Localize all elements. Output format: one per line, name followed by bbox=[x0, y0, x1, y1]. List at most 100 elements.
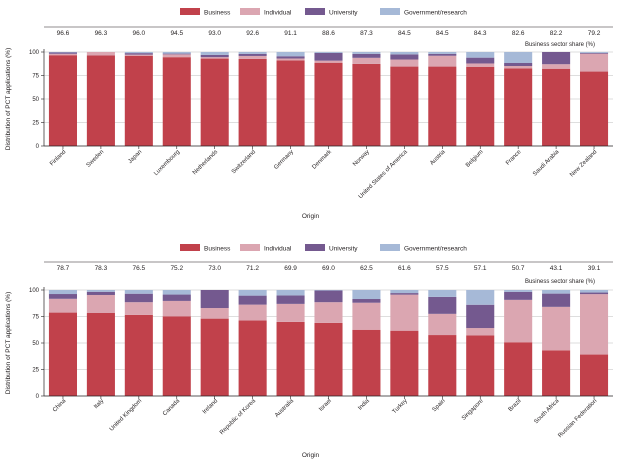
bar-business-republic-of-korea bbox=[238, 320, 267, 396]
x-category-label: Australia bbox=[274, 398, 295, 419]
bar-business-china bbox=[48, 312, 78, 396]
x-category-label: United Kingdom bbox=[109, 398, 143, 432]
share-label: Business sector share (%) bbox=[525, 42, 595, 48]
y-axis-title: Distribution of PCT applications (%) bbox=[5, 48, 12, 150]
share-value: 78.3 bbox=[95, 265, 108, 272]
share-value: 79.2 bbox=[588, 30, 601, 37]
share-value: 71.2 bbox=[246, 265, 259, 272]
bar-university-japan bbox=[124, 53, 153, 55]
y-tick-label: 100 bbox=[29, 288, 40, 294]
bar-university-china bbox=[48, 294, 78, 299]
bar-individual-republic-of-korea bbox=[238, 304, 267, 321]
bar-individual-spain bbox=[428, 313, 457, 336]
bar-university-belgium bbox=[466, 57, 495, 64]
bar-government-research-belgium bbox=[466, 52, 495, 58]
bar-university-turkey bbox=[390, 293, 419, 295]
y-tick-label: 75 bbox=[32, 74, 39, 80]
bar-university-united-states-of-america bbox=[390, 54, 419, 60]
bar-government-research-australia bbox=[276, 290, 305, 296]
bar-government-research-japan bbox=[124, 52, 153, 54]
bar-business-italy bbox=[86, 313, 115, 396]
bar-business-new-zealand bbox=[579, 71, 609, 146]
bar-university-germany bbox=[276, 56, 305, 59]
bar-business-ireland bbox=[200, 318, 229, 396]
share-value: 75.2 bbox=[170, 265, 183, 272]
bar-individual-norway bbox=[352, 57, 381, 64]
bar-university-republic-of-korea bbox=[238, 295, 267, 305]
x-category-label: Norway bbox=[352, 149, 371, 168]
bar-individual-denmark bbox=[314, 60, 343, 63]
share-value: 82.2 bbox=[550, 30, 563, 37]
x-category-label: Belgium bbox=[465, 149, 485, 169]
bar-university-new-zealand bbox=[579, 52, 609, 54]
x-category-label: Brazil bbox=[508, 398, 523, 413]
bar-university-israel bbox=[314, 290, 343, 303]
chart-panel-2: Business Individual University Government/r… bbox=[5, 244, 613, 459]
x-category-label: New Zealand bbox=[569, 149, 598, 178]
bar-government-research-norway bbox=[352, 52, 381, 54]
bar-university-singapore bbox=[466, 304, 495, 329]
bar-university-spain bbox=[428, 296, 457, 314]
bar-business-singapore bbox=[466, 335, 495, 396]
share-value: 94.5 bbox=[170, 30, 183, 37]
legend-swatch-4 bbox=[380, 8, 400, 15]
bar-business-luxembourg bbox=[162, 57, 191, 146]
chart-panel-1: Business Individual University Government/r… bbox=[5, 8, 613, 220]
bar-government-research-brazil bbox=[504, 290, 533, 292]
bar-individual-israel bbox=[314, 302, 343, 323]
bar-business-india bbox=[352, 329, 381, 396]
x-category-label: Denmark bbox=[311, 148, 333, 170]
x-category-label: Republic of Korea bbox=[219, 398, 257, 436]
bar-individual-sweden bbox=[86, 52, 115, 56]
y-tick-label: 0 bbox=[36, 394, 40, 400]
bar-individual-india bbox=[352, 302, 381, 330]
bar-government-research-austria bbox=[428, 52, 457, 54]
legend-swatch-2 bbox=[240, 244, 260, 251]
x-category-label: Switzerland bbox=[231, 149, 257, 175]
y-tick-label: 75 bbox=[32, 315, 39, 321]
x-category-label: Netherlands bbox=[192, 149, 219, 176]
bar-university-netherlands bbox=[200, 54, 229, 58]
share-value: 82.6 bbox=[512, 30, 525, 37]
bar-government-research-new-zealand bbox=[579, 52, 609, 53]
share-value: 91.1 bbox=[284, 30, 297, 37]
bar-university-austria bbox=[428, 53, 457, 56]
share-value: 61.6 bbox=[398, 265, 411, 272]
bar-government-research-spain bbox=[428, 290, 457, 297]
legend-swatch-3 bbox=[305, 244, 325, 251]
bar-individual-luxembourg bbox=[162, 54, 191, 58]
x-category-label: Italy bbox=[93, 398, 105, 410]
legend-label-3: University bbox=[329, 246, 358, 253]
share-value: 69.9 bbox=[284, 265, 297, 272]
legend-label-2: Individual bbox=[264, 10, 292, 17]
x-category-label: Germany bbox=[273, 149, 295, 171]
y-tick-label: 50 bbox=[32, 341, 39, 347]
bar-government-research-united-states-of-america bbox=[390, 52, 419, 55]
bar-business-canada bbox=[162, 316, 191, 396]
share-value: 50.7 bbox=[512, 265, 525, 272]
bar-individual-belgium bbox=[466, 63, 495, 67]
share-value: 96.3 bbox=[95, 30, 108, 37]
bar-individual-singapore bbox=[466, 328, 495, 336]
x-category-label: Singapore bbox=[461, 398, 485, 422]
bar-university-ireland bbox=[200, 290, 229, 309]
bar-university-india bbox=[352, 299, 381, 303]
x-category-label: Israel bbox=[318, 398, 333, 413]
bar-government-research-india bbox=[352, 290, 381, 300]
x-category-label: South Africa bbox=[533, 398, 561, 426]
bar-business-austria bbox=[428, 66, 457, 146]
bar-business-brazil bbox=[504, 342, 533, 396]
bar-individual-finland bbox=[48, 53, 78, 56]
legend-swatch-2 bbox=[240, 8, 260, 15]
y-tick-label: 0 bbox=[36, 144, 40, 150]
share-value: 62.5 bbox=[360, 265, 373, 272]
bar-individual-austria bbox=[428, 55, 457, 67]
share-label: Business sector share (%) bbox=[525, 279, 595, 285]
share-value: 57.5 bbox=[436, 265, 449, 272]
x-category-label: Austria bbox=[429, 149, 447, 167]
legend-label-4: Government/research bbox=[404, 10, 467, 17]
x-category-label: Luxembourg bbox=[153, 149, 181, 177]
bar-business-united-kingdom bbox=[124, 314, 153, 396]
bar-government-research-republic-of-korea bbox=[238, 290, 267, 296]
bar-business-sweden bbox=[86, 55, 115, 147]
